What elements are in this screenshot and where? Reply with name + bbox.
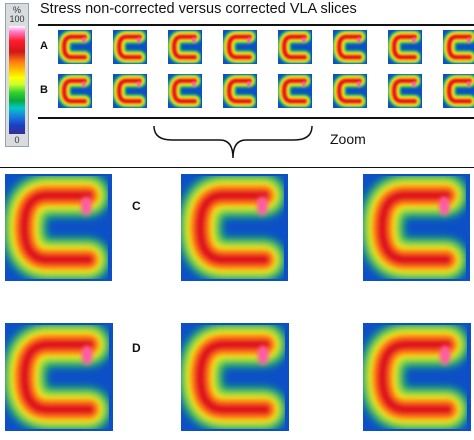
slice-a-6 xyxy=(333,30,367,64)
slice-a-7 xyxy=(388,30,422,64)
zoom-c-3 xyxy=(363,174,470,281)
figure-title: Stress non-corrected versus corrected VL… xyxy=(40,1,357,17)
top-divider xyxy=(38,24,474,26)
zoom-label: Zoom xyxy=(330,131,366,147)
slice-b-6 xyxy=(333,74,367,108)
row-label-a: A xyxy=(40,40,48,52)
slice-b-8 xyxy=(443,74,474,108)
slice-a-4 xyxy=(223,30,257,64)
zoom-d-2 xyxy=(181,323,289,431)
slice-b-1 xyxy=(58,74,92,108)
scale-gradient xyxy=(9,26,25,134)
zoom-d-3 xyxy=(363,323,471,431)
slice-a-2 xyxy=(113,30,147,64)
slice-a-3 xyxy=(168,30,202,64)
slice-b-3 xyxy=(168,74,202,108)
zoom-c-1 xyxy=(5,174,112,281)
zoom-c-2 xyxy=(181,174,288,281)
slice-b-2 xyxy=(113,74,147,108)
slice-a-8 xyxy=(443,30,474,64)
mid-divider xyxy=(38,117,474,119)
zoom-brace xyxy=(153,125,313,159)
color-scale-bar: % 100 0 xyxy=(5,3,29,147)
zoom-d-1 xyxy=(5,323,113,431)
scale-max-label: 100 xyxy=(9,14,25,24)
row-label-d: D xyxy=(132,341,141,355)
slice-b-7 xyxy=(388,74,422,108)
slice-a-1 xyxy=(58,30,92,64)
scale-min-label: 0 xyxy=(14,135,20,145)
scale-unit-label: % xyxy=(12,5,21,15)
slice-b-5 xyxy=(278,74,312,108)
row-label-b: B xyxy=(40,84,48,96)
slice-a-5 xyxy=(278,30,312,64)
row-label-c: C xyxy=(132,199,141,213)
section-divider xyxy=(0,167,474,168)
slice-b-4 xyxy=(223,74,257,108)
